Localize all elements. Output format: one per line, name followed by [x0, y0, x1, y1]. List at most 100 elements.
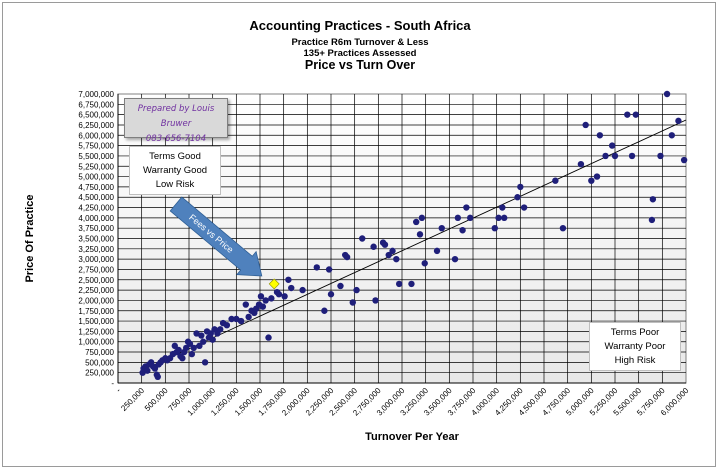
- y-tick-label: 750,000: [85, 348, 114, 357]
- y-axis-title: Price Of Practice: [24, 194, 36, 282]
- y-tick-label: 2,500,000: [78, 276, 114, 285]
- y-tick-label: 500,000: [85, 358, 114, 367]
- high-risk-terms: Terms Poor: [610, 327, 660, 338]
- data-point: [632, 111, 640, 118]
- data-point: [372, 297, 379, 304]
- y-tick-label: 5,000,000: [78, 173, 114, 182]
- data-point: [198, 332, 205, 339]
- y-tick-label: 4,000,000: [78, 214, 114, 223]
- high-risk-warranty: Warranty Poor: [604, 341, 666, 352]
- data-point: [393, 255, 400, 263]
- data-point: [327, 291, 335, 298]
- y-tick-label: 6,750,000: [78, 100, 114, 109]
- data-point: [628, 152, 636, 160]
- low-risk-label: Low Risk: [155, 179, 195, 190]
- data-point: [466, 214, 474, 222]
- high-risk-label: High Risk: [614, 355, 656, 366]
- data-point: [454, 214, 462, 222]
- data-point: [321, 307, 328, 314]
- data-point: [501, 214, 508, 222]
- data-point: [491, 224, 498, 232]
- data-point: [182, 344, 190, 352]
- data-point: [663, 90, 671, 98]
- data-point: [325, 266, 333, 273]
- data-point: [268, 295, 275, 302]
- chart-subtitle-2: 135+ Practices Assessed: [303, 48, 417, 59]
- data-point: [680, 156, 688, 164]
- data-point: [459, 227, 466, 234]
- data-point: [190, 344, 197, 352]
- y-tick-label: 3,500,000: [78, 235, 114, 244]
- y-tick-label: 2,750,000: [78, 265, 114, 274]
- data-point: [602, 152, 609, 160]
- data-point: [228, 315, 235, 323]
- data-point: [438, 224, 445, 232]
- y-tick-label: 1,000,000: [78, 338, 114, 347]
- y-tick-label: 3,250,000: [78, 245, 114, 254]
- data-point: [385, 251, 392, 259]
- y-tick-label: 4,750,000: [78, 183, 114, 192]
- data-point: [343, 253, 351, 261]
- arrow-shape: [169, 196, 263, 277]
- data-point: [237, 317, 245, 325]
- high-risk-note: Terms Poor Warranty Poor High Risk: [589, 322, 681, 371]
- data-point: [175, 346, 182, 354]
- data-point: [370, 243, 377, 250]
- y-tick-label: -: [111, 379, 114, 388]
- low-risk-note: Terms Good Warranty Good Low Risk: [129, 146, 221, 195]
- y-tick-label: 1,250,000: [78, 327, 114, 336]
- highlight-point: [268, 278, 280, 290]
- data-point: [151, 365, 159, 372]
- y-tick-label: 6,500,000: [78, 111, 114, 120]
- data-point: [313, 264, 320, 271]
- data-point: [582, 121, 589, 129]
- data-point: [463, 204, 470, 211]
- data-point: [381, 241, 389, 248]
- y-tick-label: 6,250,000: [78, 121, 114, 130]
- data-point: [349, 299, 356, 306]
- y-tick-label: 3,000,000: [78, 255, 114, 264]
- data-point: [288, 284, 295, 292]
- data-point: [596, 132, 604, 139]
- data-point: [353, 286, 360, 294]
- author-phone: 083-656-7104: [145, 134, 207, 144]
- data-point: [285, 276, 292, 283]
- data-point: [611, 152, 619, 160]
- y-tick-label: 4,500,000: [78, 193, 114, 202]
- data-point: [624, 111, 631, 118]
- data-point: [520, 204, 528, 211]
- chart-subtitle-1: Practice R6m Turnover & Less: [291, 37, 429, 48]
- data-point: [675, 117, 682, 125]
- x-axis-title: Turnover Per Year: [365, 431, 459, 443]
- data-point: [359, 235, 366, 242]
- data-point: [649, 196, 657, 203]
- data-point: [186, 340, 194, 347]
- data-point: [245, 313, 252, 321]
- data-point: [154, 373, 161, 381]
- data-point: [188, 350, 196, 358]
- data-point: [389, 247, 396, 255]
- data-point: [577, 160, 585, 168]
- data-point: [217, 326, 224, 333]
- data-point: [337, 282, 344, 290]
- y-tick-label: 2,250,000: [78, 286, 114, 295]
- y-tick-label: 2,000,000: [78, 296, 114, 305]
- data-point: [499, 204, 506, 211]
- data-point: [281, 293, 288, 300]
- data-point: [648, 216, 656, 224]
- data-point: [451, 255, 459, 263]
- data-point: [413, 218, 420, 226]
- data-point: [433, 247, 441, 255]
- low-risk-warranty: Warranty Good: [142, 165, 208, 176]
- author-name: Prepared by Louis Bruwer: [137, 104, 215, 129]
- y-tick-label: 5,750,000: [78, 142, 114, 151]
- data-point: [171, 342, 178, 350]
- data-point: [201, 359, 209, 366]
- y-tick-label: 1,500,000: [78, 317, 114, 326]
- y-tick-label: 3,750,000: [78, 224, 114, 233]
- x-tick-label: 500,000: [143, 386, 170, 413]
- data-point: [144, 367, 151, 374]
- data-point: [179, 355, 186, 362]
- data-point: [608, 142, 616, 149]
